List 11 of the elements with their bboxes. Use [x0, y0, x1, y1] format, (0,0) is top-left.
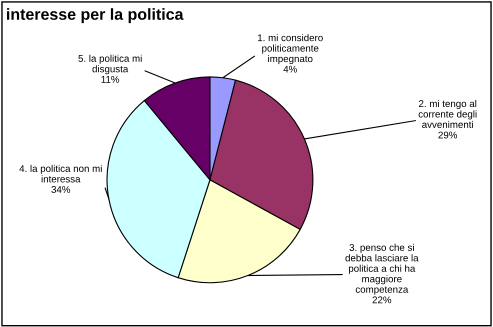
chart-title: interesse per la politica [7, 8, 184, 24]
data-label: 11% [102, 76, 120, 83]
data-label: 22% [372, 296, 392, 304]
data-label: 4% [283, 66, 297, 73]
slice-label: 1. mi considero politicamente impegnato [258, 34, 323, 64]
data-label: 34% [51, 186, 70, 193]
slice-label: 4. la politica non mi interessa [19, 164, 102, 182]
slice-label: 2. mi tengo al corrente degli avvenimenti [418, 100, 476, 128]
slice-label: 5. la politica mi disgusta [78, 54, 142, 74]
slice-label: 3. penso che si debba lasciare la politica a chi ha maggiore competenza [345, 244, 419, 295]
data-label: 29% [438, 132, 458, 138]
